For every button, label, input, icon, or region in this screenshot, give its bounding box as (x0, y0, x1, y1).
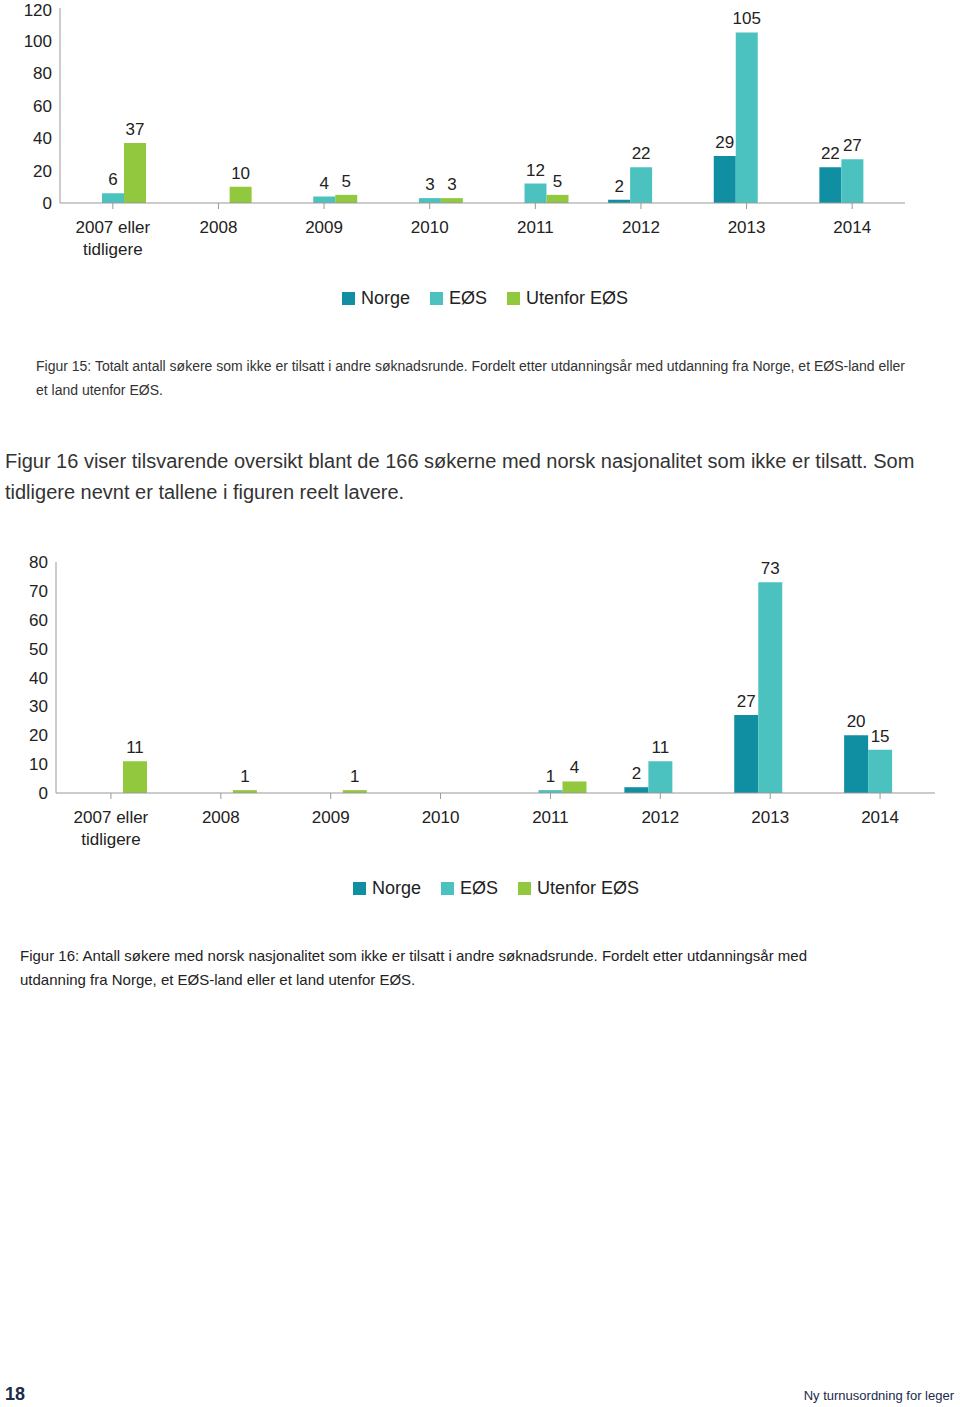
svg-text:2012: 2012 (641, 808, 679, 827)
svg-text:105: 105 (733, 9, 761, 28)
svg-text:60: 60 (33, 97, 52, 116)
svg-text:37: 37 (126, 120, 145, 139)
svg-text:70: 70 (29, 582, 48, 601)
html-text:EØS: EØS (449, 288, 487, 308)
svg-text:2009: 2009 (305, 218, 343, 237)
svg-text:10: 10 (29, 755, 48, 774)
svg-text:4: 4 (320, 174, 329, 193)
svg-text:2014: 2014 (833, 218, 871, 237)
svg-text:2: 2 (632, 764, 641, 783)
svg-text:1: 1 (546, 767, 555, 786)
svg-text:100: 100 (24, 32, 52, 51)
html-text:Utenfor EØS: Utenfor EØS (537, 878, 639, 898)
svg-text:20: 20 (847, 712, 866, 731)
svg-text:80: 80 (29, 553, 48, 572)
html-text:Figur 16: Antall søkere med no: Figur 16: Antall søkere med norsk nasjon… (20, 947, 807, 988)
svg-text:60: 60 (29, 611, 48, 630)
svg-text:2007 ellertidligere: 2007 ellertidligere (74, 808, 149, 849)
svg-text:0: 0 (39, 784, 48, 803)
svg-text:2013: 2013 (728, 218, 766, 237)
svg-text:80: 80 (33, 64, 52, 83)
svg-text:2013: 2013 (751, 808, 789, 827)
svg-text:120: 120 (24, 1, 52, 20)
svg-text:1: 1 (240, 767, 249, 786)
svg-text:15: 15 (871, 727, 890, 746)
svg-text:22: 22 (821, 144, 840, 163)
svg-text:27: 27 (737, 692, 756, 711)
html-text:18: 18 (5, 1384, 25, 1404)
svg-text:11: 11 (126, 738, 144, 757)
svg-text:2014: 2014 (861, 808, 899, 827)
html-text:Ny turnusordning for leger: Ny turnusordning for leger (803, 1388, 954, 1403)
svg-text:40: 40 (29, 669, 48, 688)
svg-text:2010: 2010 (422, 808, 460, 827)
svg-text:20: 20 (33, 162, 52, 181)
svg-text:73: 73 (761, 559, 780, 578)
svg-text:2011: 2011 (517, 218, 554, 237)
html-text:Norge: Norge (361, 288, 410, 308)
svg-text:11: 11 (652, 738, 670, 757)
svg-text:20: 20 (29, 726, 48, 745)
svg-text:6: 6 (108, 170, 117, 189)
svg-text:3: 3 (447, 175, 456, 194)
svg-text:2010: 2010 (411, 218, 449, 237)
svg-text:4: 4 (570, 758, 579, 777)
svg-text:1: 1 (350, 767, 359, 786)
svg-text:29: 29 (715, 133, 734, 152)
svg-text:2011: 2011 (532, 808, 569, 827)
html-text:Norge: Norge (372, 878, 421, 898)
svg-text:30: 30 (29, 697, 48, 716)
html-text:Figur 15: Totalt antall søkere: Figur 15: Totalt antall søkere som ikke … (36, 358, 905, 398)
svg-text:27: 27 (843, 136, 862, 155)
svg-text:2012: 2012 (622, 218, 660, 237)
svg-text:5: 5 (342, 172, 351, 191)
html-text:Utenfor EØS: Utenfor EØS (526, 288, 628, 308)
svg-text:50: 50 (29, 640, 48, 659)
svg-text:2007 ellertidligere: 2007 ellertidligere (75, 218, 150, 259)
svg-text:22: 22 (632, 144, 651, 163)
svg-text:2: 2 (614, 177, 623, 196)
svg-text:3: 3 (425, 175, 434, 194)
svg-text:2008: 2008 (202, 808, 240, 827)
svg-text:10: 10 (231, 164, 250, 183)
svg-text:5: 5 (553, 172, 562, 191)
svg-text:0: 0 (43, 194, 52, 213)
html-text:EØS: EØS (460, 878, 498, 898)
svg-text:2008: 2008 (200, 218, 238, 237)
svg-text:40: 40 (33, 129, 52, 148)
svg-text:2009: 2009 (312, 808, 350, 827)
svg-text:12: 12 (526, 161, 545, 180)
html-text:Figur 16 viser tilsvarende ove: Figur 16 viser tilsvarende oversikt blan… (5, 450, 915, 503)
